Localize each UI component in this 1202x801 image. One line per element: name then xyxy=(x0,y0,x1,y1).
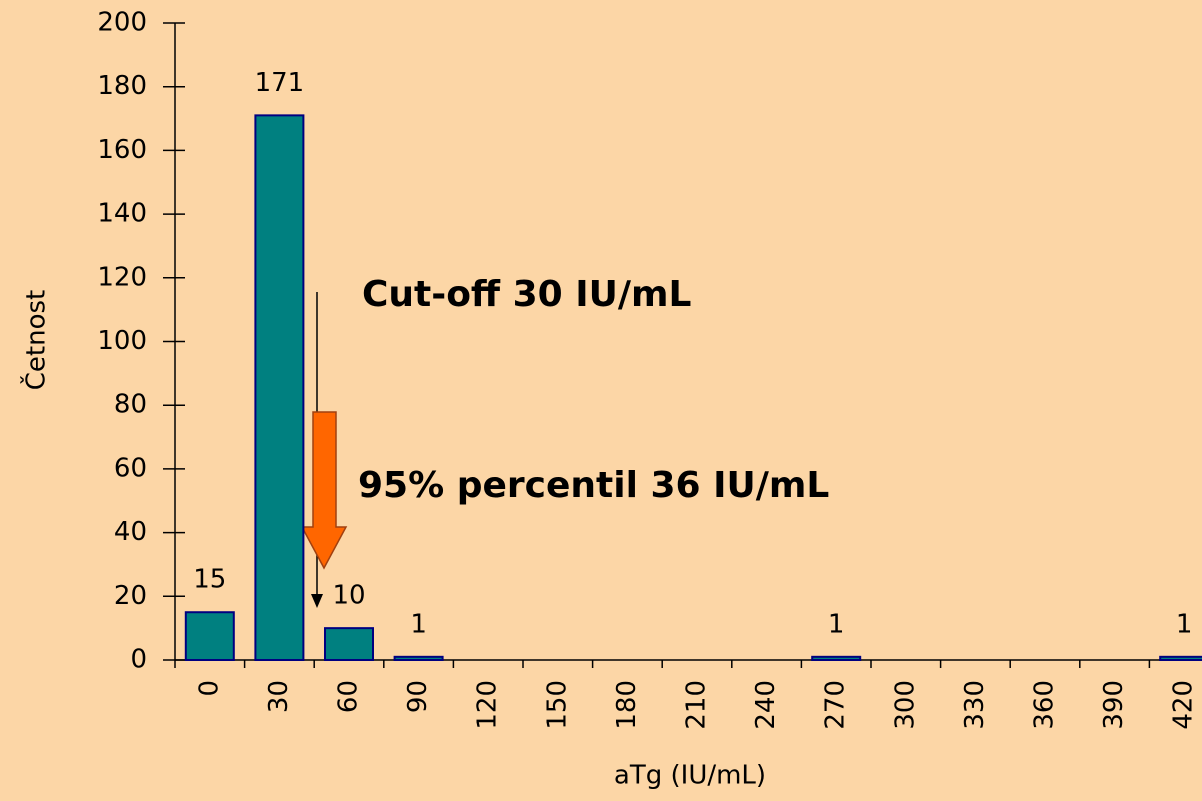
percentile-arrow xyxy=(300,411,348,570)
y-axis-label: Četnost xyxy=(20,290,52,390)
data-label: 15 xyxy=(193,565,226,595)
x-tick-label: 270 xyxy=(821,680,851,730)
data-label: 171 xyxy=(255,68,305,98)
annotation: Cut-off 30 IU/mL xyxy=(362,274,691,315)
y-tick-label: 140 xyxy=(97,199,147,229)
y-tick-label: 80 xyxy=(114,390,147,420)
x-tick-label: 330 xyxy=(960,680,990,730)
cutoff-arrow-head xyxy=(311,594,323,608)
y-tick-label: 160 xyxy=(97,135,147,165)
y-tick-label: 200 xyxy=(97,8,147,38)
x-tick-label: 120 xyxy=(473,680,503,730)
y-tick-label: 40 xyxy=(114,517,147,547)
x-tick-label: 420 xyxy=(1169,680,1199,730)
data-label: 1 xyxy=(410,609,427,639)
x-tick-label: 240 xyxy=(751,680,781,730)
y-tick-label: 0 xyxy=(130,645,147,675)
bar xyxy=(1159,655,1202,662)
bar xyxy=(393,655,444,662)
data-label: 1 xyxy=(1176,609,1193,639)
y-tick-label: 20 xyxy=(114,581,147,611)
x-tick-label: 0 xyxy=(194,680,224,697)
x-tick-label: 360 xyxy=(1030,680,1060,730)
x-tick-label: 60 xyxy=(334,680,364,713)
x-tick-label: 300 xyxy=(890,680,920,730)
y-tick-label: 60 xyxy=(114,453,147,483)
data-label: 10 xyxy=(332,581,365,611)
bar xyxy=(184,611,235,661)
x-axis-label: aTg (IU/mL) xyxy=(614,761,766,791)
y-tick-label: 100 xyxy=(97,326,147,356)
y-tick-label: 120 xyxy=(97,262,147,292)
bar xyxy=(324,627,374,662)
y-tick-label: 180 xyxy=(97,71,147,101)
data-label: 1 xyxy=(828,609,845,639)
bar xyxy=(254,114,305,662)
x-tick-label: 150 xyxy=(542,680,572,730)
x-tick-label: 90 xyxy=(403,680,433,713)
x-tick-label: 30 xyxy=(264,680,294,713)
annotation: 95% percentil 36 IU/mL xyxy=(358,465,829,506)
x-tick-label: 210 xyxy=(682,680,712,730)
x-tick-label: 390 xyxy=(1099,680,1129,730)
x-tick-label: 180 xyxy=(612,680,642,730)
bar xyxy=(811,655,862,662)
